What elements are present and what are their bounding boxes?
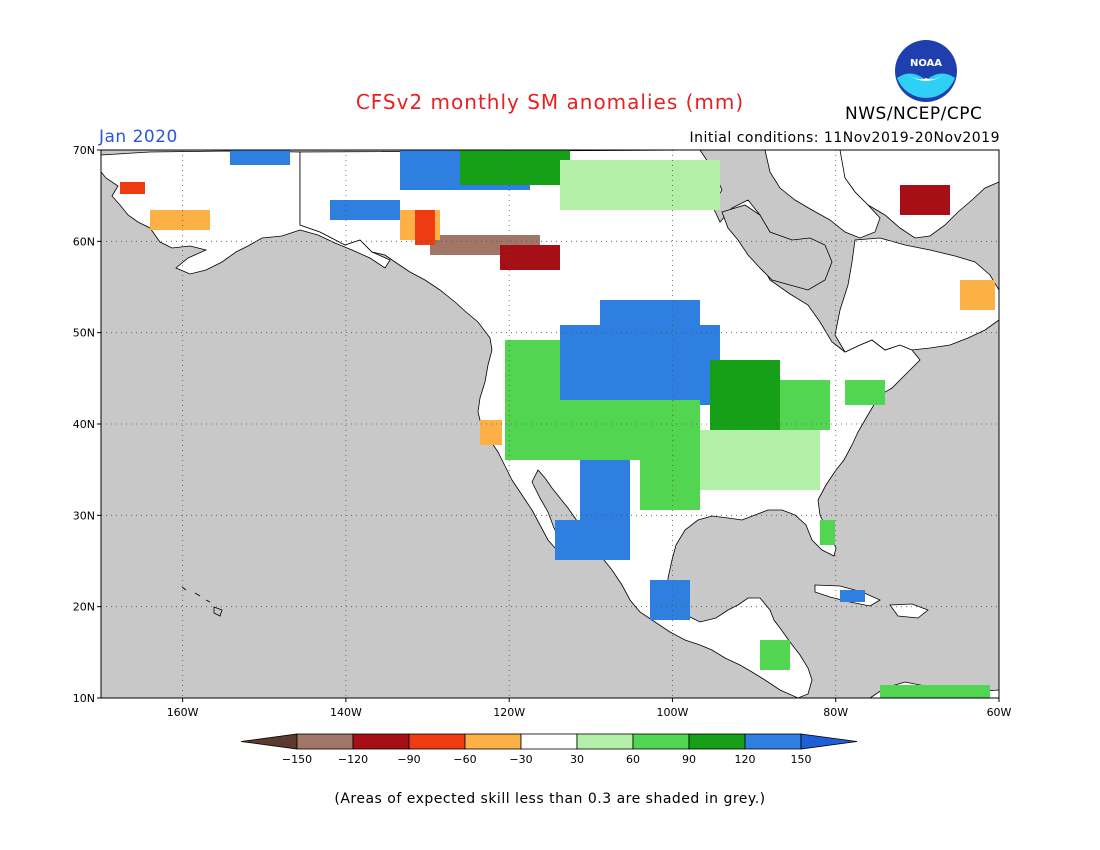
anomaly-patch <box>415 210 435 245</box>
anomaly-patch <box>560 325 720 405</box>
anomaly-patch <box>560 160 720 210</box>
anomaly-patch <box>845 380 885 405</box>
noaa-logo-icon: NOAA <box>895 40 957 102</box>
anomaly-patch <box>640 460 700 510</box>
skill-footnote: (Areas of expected skill less than 0.3 a… <box>334 791 766 807</box>
colorbar-label: 60 <box>626 753 640 766</box>
anomaly-patch <box>780 380 830 430</box>
anomaly-patch <box>230 150 290 165</box>
lat-tick-label: 20N <box>73 601 95 614</box>
colorbar-label: −120 <box>338 753 368 766</box>
colorbar-label: −150 <box>282 753 312 766</box>
anomaly-patch <box>555 520 595 560</box>
chart-title: CFSv2 monthly SM anomalies (mm) <box>355 90 745 114</box>
anomaly-patch <box>600 300 700 330</box>
water-hudson-bay <box>721 204 833 291</box>
land-hawaii <box>181 586 223 617</box>
anomaly-patch <box>820 520 835 545</box>
colorbar-segment <box>576 733 634 750</box>
colorbar-segment <box>688 733 746 750</box>
anomaly-patch <box>700 430 820 490</box>
land-baffin-island <box>764 149 881 239</box>
anomaly-patch <box>120 182 145 194</box>
initial-conditions-label: Initial conditions: 11Nov2019-20Nov2019 <box>689 130 1000 146</box>
lon-tick-label: 140W <box>330 706 362 719</box>
anomaly-patch <box>330 200 400 220</box>
colorbar-label: 90 <box>682 753 696 766</box>
lon-tick-label: 60W <box>987 706 1012 719</box>
anomaly-patch <box>760 640 790 670</box>
lon-tick-label: 160W <box>167 706 199 719</box>
anomaly-patch <box>840 590 865 602</box>
colorbar-segment <box>408 733 466 750</box>
anomaly-patch <box>460 150 570 185</box>
lon-tick-label: 120W <box>493 706 525 719</box>
anomaly-patch <box>960 280 995 310</box>
colorbar-label: −90 <box>397 753 420 766</box>
anomaly-patch <box>480 420 502 445</box>
latitude-ticks: 70N 60N 50N 40N 30N 20N 10N <box>73 144 101 705</box>
colorbar-segment <box>744 733 802 750</box>
colorbar-label: 30 <box>570 753 584 766</box>
lat-tick-label: 30N <box>73 509 95 522</box>
anomaly-patch <box>500 245 560 270</box>
lon-tick-label: 80W <box>823 706 848 719</box>
colorbar-segment <box>464 733 522 750</box>
colorbar-label: 120 <box>735 753 756 766</box>
agency-label: NWS/NCEP/CPC <box>845 104 983 124</box>
colorbar-label: 150 <box>791 753 812 766</box>
colorbar-segment <box>352 733 410 750</box>
colorbar-label: −30 <box>509 753 532 766</box>
lat-tick-label: 70N <box>73 144 95 157</box>
lat-tick-label: 60N <box>73 235 95 248</box>
lat-tick-label: 50N <box>73 327 95 340</box>
colorbar-segment <box>632 733 690 750</box>
anomaly-patch <box>900 185 950 215</box>
anomaly-patch <box>650 580 690 620</box>
lon-tick-label: 100W <box>657 706 689 719</box>
colorbar: −150 −120 −90 −60 −30 30 60 90 120 150 <box>240 733 858 766</box>
longitude-ticks: 160W 140W 120W 100W 80W 60W <box>167 698 1012 719</box>
colorbar-arrow-low <box>240 733 298 750</box>
anomaly-patch <box>150 210 210 230</box>
anomaly-patch <box>880 685 990 698</box>
lat-tick-label: 40N <box>73 418 95 431</box>
anomaly-patch <box>710 360 780 430</box>
colorbar-label: −60 <box>453 753 476 766</box>
land-hispaniola <box>889 603 929 619</box>
noaa-logo-text: NOAA <box>910 58 942 69</box>
target-month-label: Jan 2020 <box>99 127 178 147</box>
colorbar-segment <box>296 733 354 750</box>
lat-tick-label: 10N <box>73 692 95 705</box>
anomaly-layer <box>120 150 995 698</box>
colorbar-arrow-high <box>800 733 858 750</box>
colorbar-segment <box>520 733 578 750</box>
anomaly-patch <box>520 400 700 460</box>
